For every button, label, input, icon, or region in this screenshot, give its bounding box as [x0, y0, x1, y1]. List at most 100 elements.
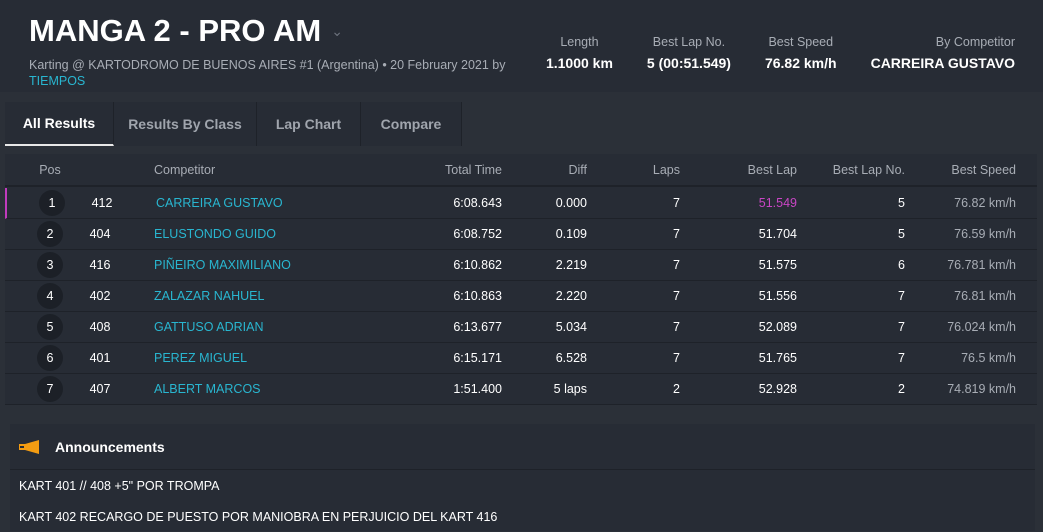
position: 4	[37, 281, 63, 311]
best-speed: 76.59 km/h	[954, 227, 1016, 241]
total-time: 1:51.400	[453, 382, 502, 396]
total-time: 6:08.752	[453, 227, 502, 241]
position: 2	[37, 219, 63, 249]
event-stats: Length 1.1000 km Best Lap No. 5 (00:51.549…	[546, 35, 1015, 71]
best-lap: 51.549	[758, 196, 797, 210]
best-speed: 76.781 km/h	[947, 258, 1016, 272]
best-lap: 51.765	[758, 351, 797, 365]
title-row: MANGA 2 - PRO AM ⌄	[29, 12, 343, 50]
col-total-time[interactable]: Total Time	[445, 162, 502, 177]
laps: 7	[673, 351, 680, 365]
position: 3	[37, 250, 63, 280]
kart-number: 404	[89, 227, 111, 241]
laps: 2	[673, 382, 680, 396]
competitor-link[interactable]: ELUSTONDO GUIDO	[154, 227, 277, 241]
tab-all-results[interactable]: All Results	[5, 102, 114, 146]
position-badge: 1	[39, 190, 65, 216]
position-badge: 3	[37, 252, 63, 278]
tab-compare[interactable]: Compare	[361, 102, 462, 146]
position-badge: 7	[37, 376, 63, 402]
best-lap-no: 7	[898, 351, 905, 365]
stat-by-competitor: By Competitor CARREIRA GUSTAVO	[870, 35, 1015, 71]
tab-bar: All Results Results By Class Lap Chart C…	[5, 102, 462, 146]
competitor-link[interactable]: ZALAZAR NAHUEL	[154, 289, 265, 303]
diff: 2.219	[555, 258, 587, 272]
best-lap: 51.575	[758, 258, 797, 272]
announcement-item: KART 401 // 408 +5" POR TROMPA	[19, 478, 220, 493]
total-time: 6:13.677	[453, 320, 502, 334]
position: 1	[39, 188, 65, 218]
kart-number: 416	[89, 258, 111, 272]
table-header: Pos Competitor Total Time Diff Laps Best…	[5, 154, 1037, 187]
best-speed: 76.024 km/h	[947, 320, 1016, 334]
position: 6	[37, 343, 63, 373]
col-diff[interactable]: Diff	[568, 162, 587, 177]
total-time: 6:15.171	[453, 351, 502, 365]
stat-best-speed: Best Speed 76.82 km/h	[764, 35, 837, 71]
table-row[interactable]: 3 416 PIÑEIRO MAXIMILIANO 6:10.862 2.219…	[5, 250, 1037, 281]
table-row[interactable]: 1 412 CARREIRA GUSTAVO 6:08.643 0.000 7 …	[5, 188, 1037, 219]
col-best-speed[interactable]: Best Speed	[951, 162, 1016, 177]
best-lap-no: 5	[898, 227, 905, 241]
results-table: Pos Competitor Total Time Diff Laps Best…	[5, 154, 1037, 405]
diff: 0.109	[555, 227, 587, 241]
best-lap: 52.089	[758, 320, 797, 334]
competitor-link[interactable]: CARREIRA GUSTAVO	[156, 196, 283, 210]
position-badge: 6	[37, 345, 63, 371]
best-lap-no: 2	[898, 382, 905, 396]
total-time: 6:10.862	[453, 258, 502, 272]
position: 5	[37, 312, 63, 342]
total-time: 6:08.643	[453, 196, 502, 210]
competitor-link[interactable]: PEREZ MIGUEL	[154, 351, 248, 365]
diff: 6.528	[555, 351, 587, 365]
best-speed: 76.81 km/h	[954, 289, 1016, 303]
kart-number: 402	[89, 289, 111, 303]
announcements-panel: Announcements KART 401 // 408 +5" POR TR…	[10, 424, 1035, 531]
competitor-link[interactable]: GATTUSO ADRIAN	[154, 320, 264, 334]
table-row[interactable]: 7 407 ALBERT MARCOS 1:51.400 5 laps 2 52…	[5, 374, 1037, 405]
kart-number: 407	[89, 382, 111, 396]
laps: 7	[673, 258, 680, 272]
kart-number: 408	[89, 320, 111, 334]
diff: 5 laps	[553, 382, 587, 396]
best-lap-no: 6	[898, 258, 905, 272]
position-badge: 2	[37, 221, 63, 247]
laps: 7	[673, 289, 680, 303]
kart-number: 401	[89, 351, 111, 365]
competitor-link[interactable]: ALBERT MARCOS	[154, 382, 261, 396]
laps: 7	[673, 227, 680, 241]
table-row[interactable]: 2 404 ELUSTONDO GUIDO 6:08.752 0.109 7 5…	[5, 219, 1037, 250]
col-best-lap-no[interactable]: Best Lap No.	[832, 162, 905, 177]
stat-length: Length 1.1000 km	[545, 35, 613, 71]
best-speed: 76.5 km/h	[961, 351, 1016, 365]
best-speed: 74.819 km/h	[947, 382, 1016, 396]
table-row[interactable]: 5 408 GATTUSO ADRIAN 6:13.677 5.034 7 52…	[5, 312, 1037, 343]
chevron-down-icon[interactable]: ⌄	[331, 23, 343, 39]
event-header: MANGA 2 - PRO AM ⌄ Karting @ KARTODROMO …	[0, 0, 1043, 92]
event-subtitle: Karting @ KARTODROMO DE BUENOS AIRES #1 …	[29, 58, 506, 88]
competitor-link[interactable]: PIÑEIRO MAXIMILIANO	[154, 258, 291, 272]
stat-best-lap-no: Best Lap No. 5 (00:51.549)	[646, 35, 731, 71]
announcement-item: KART 402 RECARGO DE PUESTO POR MANIOBRA …	[19, 509, 498, 524]
best-lap-no: 7	[898, 289, 905, 303]
best-lap: 52.928	[758, 382, 797, 396]
col-competitor[interactable]: Competitor	[154, 162, 216, 177]
col-best-lap[interactable]: Best Lap	[747, 162, 797, 177]
laps: 7	[673, 196, 680, 210]
col-pos[interactable]: Pos	[39, 162, 61, 177]
col-laps[interactable]: Laps	[652, 162, 680, 177]
table-row[interactable]: 4 402 ZALAZAR NAHUEL 6:10.863 2.220 7 51…	[5, 281, 1037, 312]
position-badge: 4	[37, 283, 63, 309]
tab-results-by-class[interactable]: Results By Class	[114, 102, 257, 146]
diff: 2.220	[555, 289, 587, 303]
organizer-link[interactable]: TIEMPOS	[29, 74, 86, 88]
kart-number: 412	[91, 196, 113, 210]
best-lap-no: 7	[898, 320, 905, 334]
best-lap-no: 5	[898, 196, 905, 210]
table-row[interactable]: 6 401 PEREZ MIGUEL 6:15.171 6.528 7 51.7…	[5, 343, 1037, 374]
page-title: MANGA 2 - PRO AM	[29, 13, 322, 48]
megaphone-icon	[19, 439, 39, 454]
diff: 5.034	[555, 320, 587, 334]
laps: 7	[673, 320, 680, 334]
tab-lap-chart[interactable]: Lap Chart	[257, 102, 361, 146]
